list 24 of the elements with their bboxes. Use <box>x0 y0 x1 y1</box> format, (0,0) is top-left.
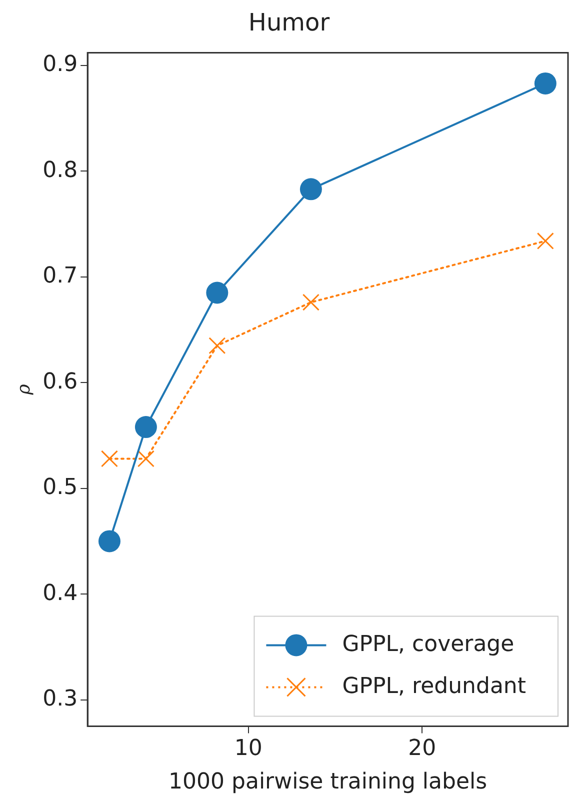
x-axis-title: 1000 pairwise training labels <box>168 770 488 795</box>
y-tick-label: 0.4 <box>42 580 78 606</box>
point <box>300 178 322 200</box>
point <box>206 282 228 304</box>
y-tick-label: 0.8 <box>42 158 78 183</box>
point <box>98 530 120 552</box>
y-axis-title: ρ <box>13 384 34 396</box>
point <box>208 337 226 354</box>
x-tick-label: 10 <box>234 736 262 762</box>
point <box>302 294 320 311</box>
y-tick-label: 0.6 <box>42 369 78 394</box>
point <box>137 450 154 468</box>
chart-title: Humor <box>248 8 330 37</box>
point <box>534 72 556 94</box>
y-tick-label: 0.3 <box>42 686 78 712</box>
x-tick-label: 20 <box>408 736 436 762</box>
y-tick-label: 0.5 <box>42 475 78 500</box>
legend-label: GPPL, coverage <box>342 632 514 657</box>
legend-label: GPPL, redundant <box>342 674 526 699</box>
y-tick-label: 0.9 <box>42 52 78 78</box>
point <box>134 416 157 438</box>
y-tick-label: 0.7 <box>42 264 78 289</box>
point <box>536 232 554 250</box>
point <box>100 450 118 468</box>
